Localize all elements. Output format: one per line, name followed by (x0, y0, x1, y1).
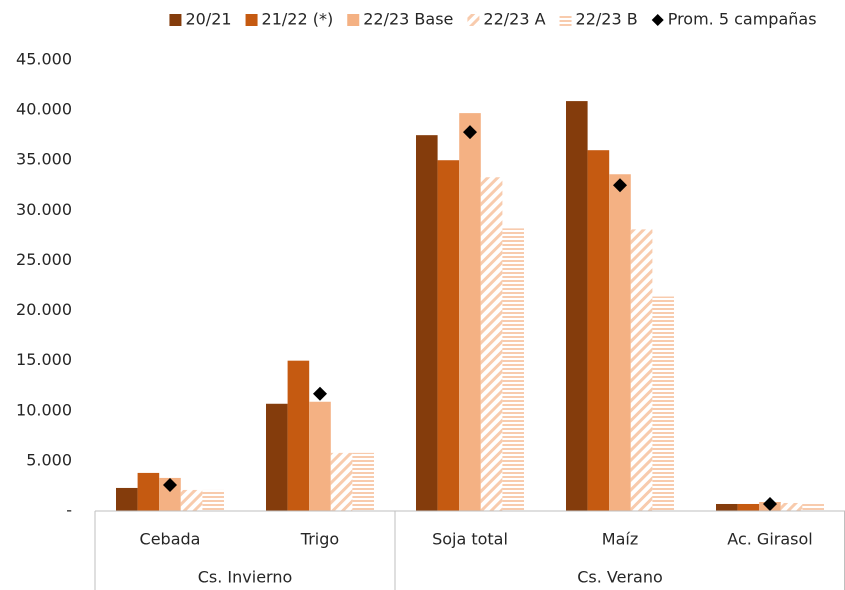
y-tick-label: 20.000 (16, 300, 72, 319)
marker (163, 477, 177, 492)
x-tick-label: Trigo (300, 530, 339, 549)
bar (202, 489, 224, 511)
bar (737, 503, 760, 511)
y-tick-label: 15.000 (16, 350, 72, 369)
y-tick-label: 5.000 (26, 450, 72, 469)
legend-swatch (559, 14, 572, 26)
legend-swatch (169, 14, 182, 26)
bar (416, 135, 438, 511)
y-tick-label: 45.000 (16, 50, 72, 69)
group-label: Cs. Verano (577, 568, 663, 587)
bar (480, 177, 503, 511)
marker (313, 386, 327, 401)
bar (459, 113, 481, 512)
legend-swatch (245, 14, 258, 26)
bar (330, 452, 353, 511)
marker (463, 125, 477, 140)
marker (613, 178, 627, 193)
group-label: Cs. Invierno (198, 568, 293, 587)
bar (309, 401, 331, 511)
bar (609, 174, 631, 511)
legend-label: 22/23 Base (363, 10, 453, 29)
legend-swatch (467, 14, 480, 26)
legend-label: 22/23 A (483, 10, 545, 29)
legend-label: Prom. 5 campañas (668, 10, 817, 29)
x-tick-label: Ac. Girasol (727, 530, 812, 549)
bar (652, 296, 674, 511)
bar (266, 403, 288, 511)
bar (716, 503, 738, 511)
marker (763, 496, 777, 511)
bar (352, 452, 374, 511)
bar (780, 502, 803, 511)
bar (502, 228, 524, 511)
x-tick-label: Cebada (140, 530, 201, 549)
x-tick-label: Soja total (432, 530, 508, 549)
bar (137, 472, 160, 511)
bar (180, 489, 203, 511)
y-tick-label: 25.000 (16, 250, 72, 269)
x-tick-label: Maíz (602, 530, 638, 549)
y-tick-label: 30.000 (16, 200, 72, 219)
legend-swatch (651, 14, 664, 26)
y-tick-label: 35.000 (16, 150, 72, 169)
bar (587, 150, 610, 511)
bar (287, 360, 310, 511)
bar (630, 229, 653, 511)
bar (437, 160, 460, 511)
bar (802, 503, 824, 511)
legend-swatch (347, 14, 360, 26)
legend-label: 22/23 B (576, 10, 638, 29)
legend-label: 20/21 (185, 10, 231, 29)
y-tick-label: - (66, 501, 72, 520)
bar (566, 101, 588, 511)
bar (116, 487, 138, 511)
legend-label: 21/22 (*) (262, 10, 334, 29)
y-tick-label: 40.000 (16, 100, 72, 119)
y-tick-label: 10.000 (16, 400, 72, 419)
